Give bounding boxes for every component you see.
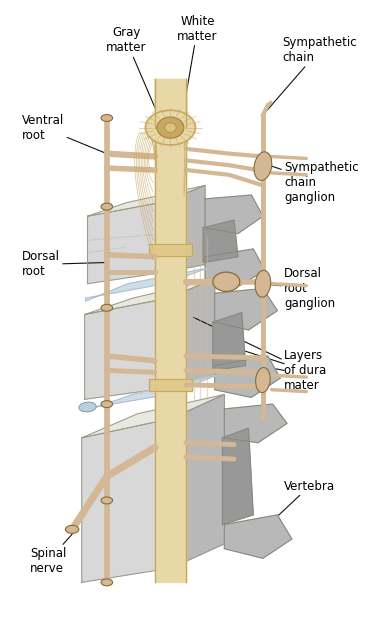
Polygon shape <box>82 419 172 582</box>
Ellipse shape <box>65 525 79 533</box>
Polygon shape <box>155 80 186 127</box>
Polygon shape <box>149 244 192 256</box>
Polygon shape <box>87 185 205 216</box>
Polygon shape <box>222 428 253 524</box>
Text: Ventral
root: Ventral root <box>22 114 107 154</box>
Text: Layers
of dura
mater: Layers of dura mater <box>193 317 326 392</box>
Polygon shape <box>87 202 165 284</box>
Polygon shape <box>83 375 217 412</box>
Ellipse shape <box>101 114 113 121</box>
Ellipse shape <box>101 203 113 210</box>
Polygon shape <box>215 356 280 398</box>
Polygon shape <box>85 279 215 315</box>
Ellipse shape <box>157 117 184 138</box>
Ellipse shape <box>79 402 96 412</box>
Polygon shape <box>215 288 277 330</box>
Ellipse shape <box>101 305 113 311</box>
Text: Sympathetic
chain
ganglion: Sympathetic chain ganglion <box>271 161 359 204</box>
Ellipse shape <box>146 111 195 145</box>
Polygon shape <box>224 515 292 558</box>
Polygon shape <box>224 404 287 443</box>
Polygon shape <box>213 313 245 371</box>
Ellipse shape <box>101 579 113 586</box>
Polygon shape <box>82 394 224 438</box>
Text: Dorsal
root
ganglion: Dorsal root ganglion <box>240 267 335 310</box>
Polygon shape <box>172 394 224 568</box>
Ellipse shape <box>213 272 240 291</box>
Polygon shape <box>86 268 207 301</box>
Text: Sympathetic
chain: Sympathetic chain <box>263 36 357 115</box>
Polygon shape <box>205 249 265 286</box>
Text: Gray
matter: Gray matter <box>106 26 163 126</box>
Polygon shape <box>165 185 205 272</box>
Text: White
matter: White matter <box>177 15 218 118</box>
Text: Spinal
nerve: Spinal nerve <box>30 534 72 575</box>
Polygon shape <box>155 80 186 582</box>
Ellipse shape <box>101 401 113 408</box>
Text: Vertebra: Vertebra <box>253 480 335 539</box>
Polygon shape <box>85 298 169 399</box>
Text: Dorsal
root: Dorsal root <box>22 251 107 278</box>
Polygon shape <box>203 220 238 263</box>
Ellipse shape <box>165 123 176 133</box>
Polygon shape <box>149 379 192 391</box>
Ellipse shape <box>256 367 270 392</box>
Polygon shape <box>205 195 263 234</box>
Ellipse shape <box>255 270 271 297</box>
Polygon shape <box>169 279 215 387</box>
Ellipse shape <box>254 152 272 180</box>
Ellipse shape <box>101 497 113 504</box>
